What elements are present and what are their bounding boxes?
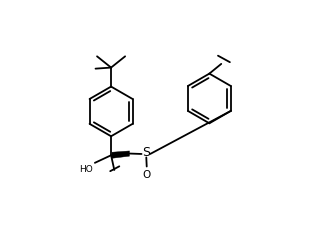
Text: O: O <box>143 169 151 180</box>
Text: S: S <box>142 146 150 159</box>
Text: HO: HO <box>79 164 93 173</box>
Polygon shape <box>112 151 130 158</box>
